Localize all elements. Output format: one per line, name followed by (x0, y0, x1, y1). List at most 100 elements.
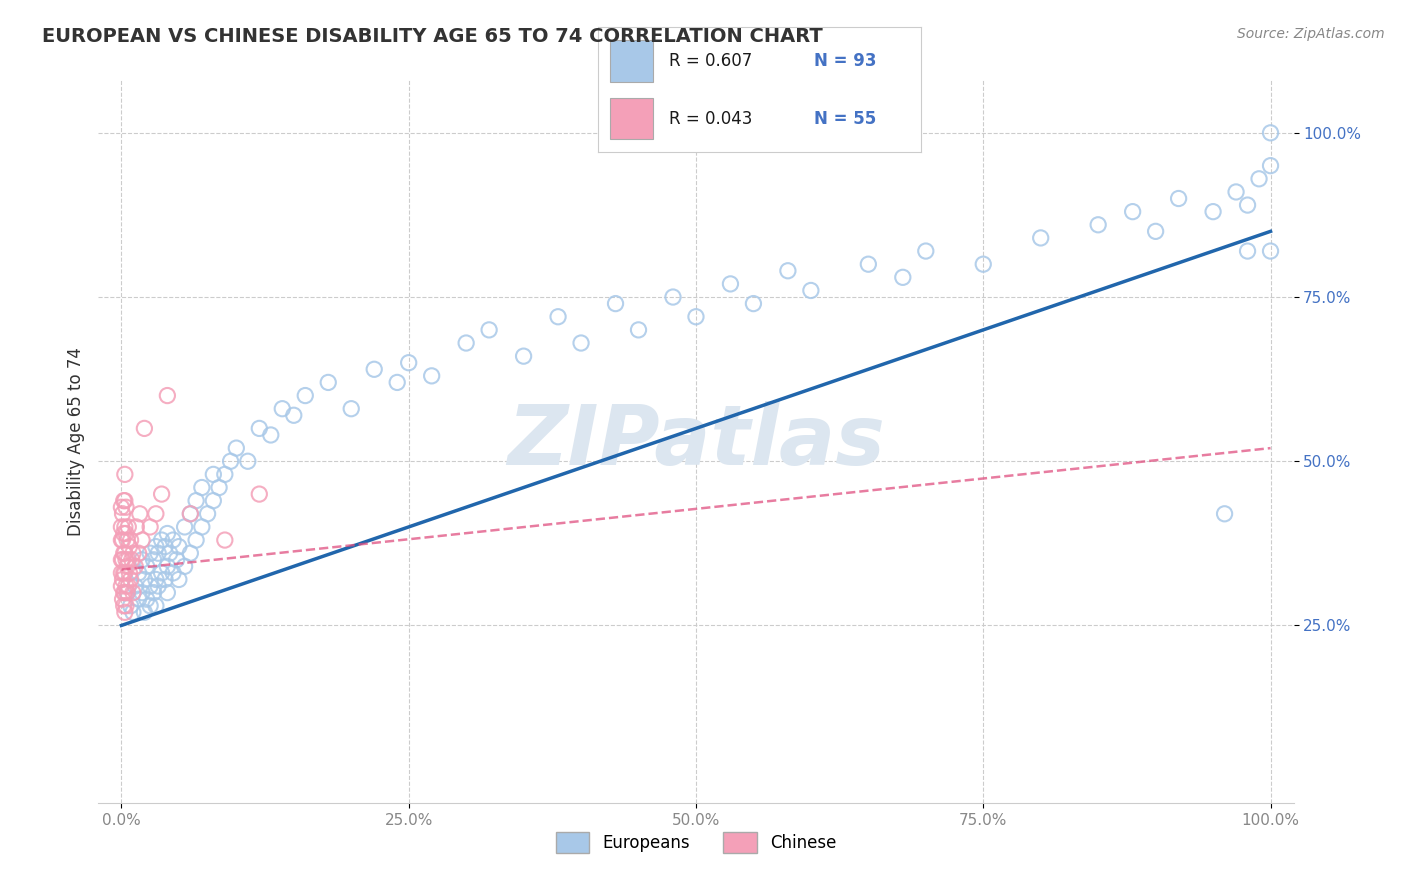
Y-axis label: Disability Age 65 to 74: Disability Age 65 to 74 (66, 347, 84, 536)
Point (627, 323, 650, 337)
Point (1144, 224, 1167, 238)
Point (111, 573, 134, 587)
Point (118, 540, 141, 554)
Point (1087, 218, 1109, 232)
Point (115, 533, 138, 547)
Point (114, 467, 136, 482)
Point (115, 579, 138, 593)
Point (1213, 507, 1236, 521)
Point (569, 336, 592, 351)
Point (184, 533, 207, 547)
Point (1122, 204, 1144, 219)
Point (110, 533, 132, 547)
Point (420, 368, 443, 383)
Point (120, 533, 142, 547)
Point (167, 573, 190, 587)
Point (1029, 231, 1052, 245)
Point (1236, 198, 1258, 212)
Point (131, 533, 153, 547)
Point (340, 401, 363, 416)
Point (110, 553, 132, 567)
Point (179, 507, 201, 521)
Point (1260, 159, 1282, 173)
Point (162, 566, 184, 580)
Text: EUROPEAN VS CHINESE DISABILITY AGE 65 TO 74 CORRELATION CHART: EUROPEAN VS CHINESE DISABILITY AGE 65 TO… (42, 27, 823, 45)
Point (115, 599, 138, 613)
Point (208, 481, 231, 495)
Point (114, 546, 136, 560)
Point (114, 585, 136, 599)
Point (202, 493, 225, 508)
Point (139, 520, 162, 534)
Point (112, 493, 135, 508)
Point (114, 493, 136, 508)
Point (159, 546, 181, 560)
Point (139, 579, 162, 593)
Point (145, 573, 167, 587)
Point (191, 481, 214, 495)
Point (148, 546, 170, 560)
Point (117, 520, 139, 534)
Point (110, 520, 132, 534)
Point (150, 487, 173, 501)
Point (1247, 171, 1270, 186)
Point (111, 592, 134, 607)
Point (145, 507, 167, 521)
Point (125, 520, 148, 534)
Point (1260, 126, 1282, 140)
Point (214, 467, 236, 482)
Point (260, 428, 283, 442)
Point (114, 520, 136, 534)
Point (1202, 204, 1225, 219)
Point (225, 441, 247, 455)
Point (720, 277, 742, 291)
Point (135, 559, 157, 574)
Point (1225, 185, 1247, 199)
Point (247, 487, 270, 501)
Text: N = 93: N = 93 (814, 52, 877, 70)
Point (197, 507, 219, 521)
Point (112, 566, 135, 580)
Point (115, 559, 138, 574)
Point (150, 566, 173, 580)
Point (122, 546, 145, 560)
Point (121, 553, 143, 567)
Point (184, 493, 207, 508)
Point (131, 553, 153, 567)
Point (115, 585, 138, 599)
Point (156, 526, 179, 541)
Point (283, 409, 305, 423)
Point (456, 336, 478, 351)
Point (478, 323, 501, 337)
Point (512, 349, 534, 363)
Legend: Europeans, Chinese: Europeans, Chinese (548, 826, 844, 860)
Point (800, 284, 823, 298)
Point (112, 526, 135, 541)
Point (117, 579, 139, 593)
Point (685, 310, 707, 324)
Point (124, 559, 146, 574)
Point (247, 421, 270, 435)
Point (173, 559, 195, 574)
Point (202, 467, 225, 482)
Point (134, 421, 156, 435)
Point (294, 388, 316, 402)
Point (120, 599, 142, 613)
Point (363, 362, 385, 376)
Point (139, 599, 162, 613)
Point (142, 553, 165, 567)
Point (115, 553, 138, 567)
Point (111, 553, 134, 567)
Point (219, 454, 242, 468)
Point (115, 500, 138, 515)
Point (122, 605, 145, 619)
Text: R = 0.607: R = 0.607 (669, 52, 752, 70)
Point (605, 296, 627, 310)
Point (1236, 244, 1258, 258)
Text: Source: ZipAtlas.com: Source: ZipAtlas.com (1237, 27, 1385, 41)
Point (153, 573, 176, 587)
Text: ZIPatlas: ZIPatlas (508, 401, 884, 482)
Point (115, 585, 138, 599)
Point (271, 401, 294, 416)
Point (134, 605, 156, 619)
